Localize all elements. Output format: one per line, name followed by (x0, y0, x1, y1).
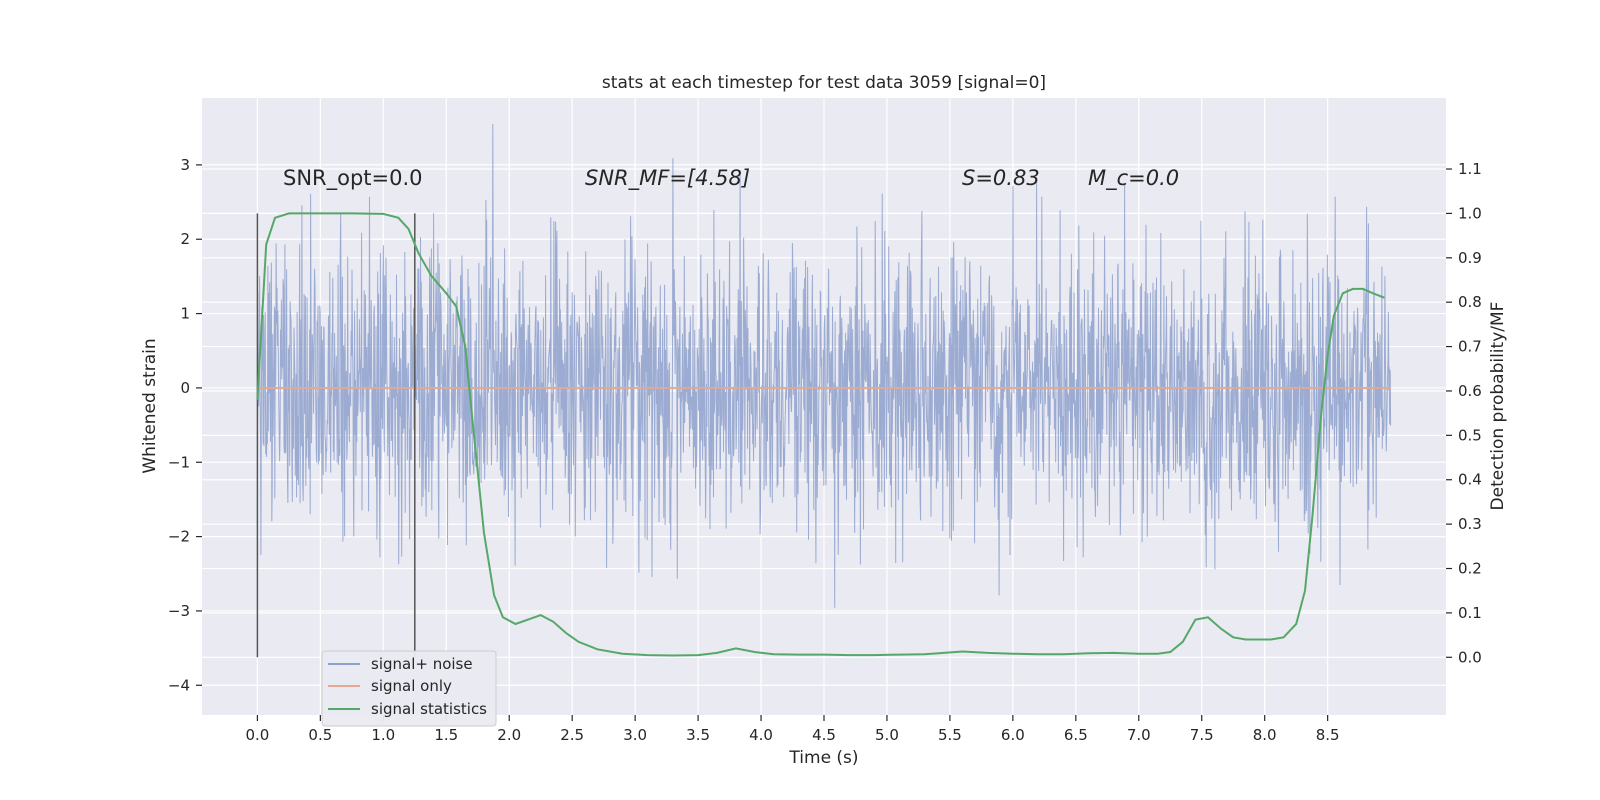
y-axis-label: Whitened strain (140, 338, 160, 473)
y2-tick-label: 0.5 (1458, 426, 1482, 444)
y2-ticks: 1.1 1.0 0.9 0.8 0.7 0.6 0.5 0.4 0.3 0.2 0.1 0.0 (1446, 160, 1482, 666)
y-tick-label: 1 (180, 305, 190, 323)
x-tick-label: 5.5 (938, 726, 962, 744)
x-tick-label: 3.5 (686, 726, 710, 744)
x-tick-label: 8.0 (1253, 726, 1277, 744)
x-tick-label: 7.0 (1127, 726, 1151, 744)
annotation-s: S=0.83 (962, 166, 1040, 190)
y2-tick-label: 0.6 (1458, 382, 1482, 400)
x-tick-label: 3.0 (623, 726, 647, 744)
y-tick-label: −3 (168, 602, 190, 620)
y2-tick-label: 0.3 (1458, 515, 1482, 533)
y2-tick-label: 0.7 (1458, 338, 1482, 356)
y2-tick-label: 1.1 (1458, 160, 1482, 178)
series-signal-noise (256, 123, 1392, 608)
x-tick-label: 2.5 (560, 726, 584, 744)
x-axis-label: Time (s) (788, 748, 858, 768)
vertical-markers (256, 213, 416, 658)
y2-axis-label: Detection probability/MF (1488, 302, 1508, 511)
y2-tick-label: 0.8 (1458, 293, 1482, 311)
signal-noise-trace (256, 123, 1392, 608)
x-tick-label: 8.5 (1316, 726, 1340, 744)
annotation-mc: M_c=0.0 (1088, 166, 1179, 191)
x-tick-label: 0.0 (245, 726, 269, 744)
legend: signal+ noise signal only signal statist… (321, 650, 497, 727)
x-tick-label: 4.0 (749, 726, 773, 744)
legend-label-signal-only: signal only (371, 677, 452, 695)
y-tick-label: −4 (168, 676, 190, 694)
y2-tick-label: 0.1 (1458, 604, 1482, 622)
y-tick-label: 3 (180, 156, 190, 174)
x-tick-label: 6.0 (1001, 726, 1025, 744)
y-tick-label: 2 (180, 230, 190, 248)
x-tick-label: 4.5 (812, 726, 836, 744)
x-tick-label: 5.0 (875, 726, 899, 744)
y-tick-label: −1 (168, 453, 190, 471)
x-tick-label: 1.5 (434, 726, 458, 744)
legend-box (321, 650, 497, 727)
x-tick-label: 1.0 (371, 726, 395, 744)
x-tick-label: 6.5 (1064, 726, 1088, 744)
x-tick-label: 7.5 (1190, 726, 1214, 744)
y2-tick-label: 0.0 (1458, 648, 1482, 666)
legend-label-signal-statistics: signal statistics (371, 700, 487, 718)
annotation-snr-mf: SNR_MF=[4.58] (585, 166, 750, 191)
y2-tick-label: 1.0 (1458, 204, 1482, 222)
x-tick-label: 0.5 (308, 726, 332, 744)
legend-label-signal-noise: signal+ noise (371, 655, 473, 673)
annotations: SNR_opt=0.0 SNR_MF=[4.58] S=0.83 M_c=0.0 (283, 166, 1179, 191)
x-tick-label: 2.0 (497, 726, 521, 744)
x-ticks: 0.0 0.5 1.0 1.5 2.0 2.5 3.0 3.5 4.0 4.5 5.0 5.5 6.0 6… (245, 715, 1340, 744)
y2-tick-label: 0.4 (1458, 471, 1482, 489)
y-tick-label: −2 (168, 528, 190, 546)
y2-tick-label: 0.2 (1458, 560, 1482, 578)
y-ticks: 3 2 1 0 −1 −2 −3 −4 (168, 156, 202, 694)
chart-title: stats at each timestep for test data 305… (602, 73, 1046, 93)
series-signal-statistics (256, 212, 1385, 657)
y-tick-label: 0 (180, 379, 190, 397)
y2-tick-label: 0.9 (1458, 249, 1482, 267)
annotation-snr-opt: SNR_opt=0.0 (283, 166, 423, 191)
